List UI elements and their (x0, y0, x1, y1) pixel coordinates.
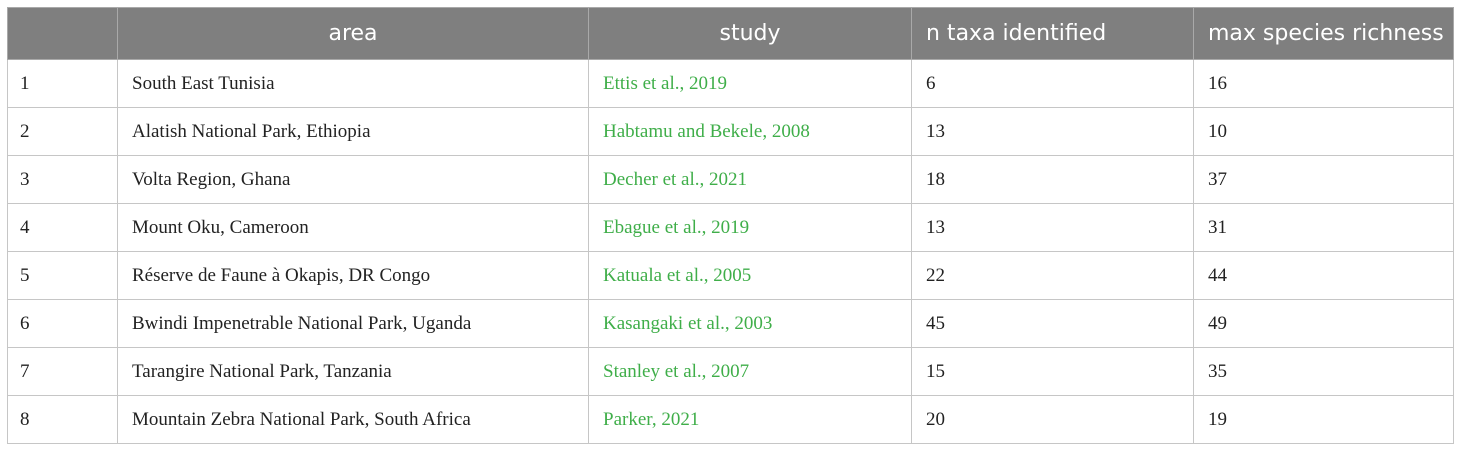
study-link[interactable]: Ettis et al., 2019 (588, 59, 912, 108)
max-richness-cell: 19 (1193, 395, 1454, 444)
max-richness-cell: 31 (1193, 203, 1454, 252)
n-taxa-cell: 18 (911, 155, 1194, 204)
table-row: 3 Volta Region, Ghana Decher et al., 202… (7, 155, 1454, 204)
n-taxa-cell: 13 (911, 203, 1194, 252)
area-cell: Bwindi Impenetrable National Park, Ugand… (117, 299, 589, 348)
area-cell: Mount Oku, Cameroon (117, 203, 589, 252)
table-row: 1 South East Tunisia Ettis et al., 2019 … (7, 59, 1454, 108)
header-study: study (588, 7, 912, 60)
max-richness-cell: 10 (1193, 107, 1454, 156)
max-richness-cell: 16 (1193, 59, 1454, 108)
study-link[interactable]: Habtamu and Bekele, 2008 (588, 107, 912, 156)
row-index: 3 (7, 155, 118, 204)
area-cell: Réserve de Faune à Okapis, DR Congo (117, 251, 589, 300)
header-row: area study n taxa identified max species… (7, 7, 1454, 60)
table-row: 5 Réserve de Faune à Okapis, DR Congo Ka… (7, 251, 1454, 300)
max-richness-cell: 44 (1193, 251, 1454, 300)
table-row: 6 Bwindi Impenetrable National Park, Uga… (7, 299, 1454, 348)
max-richness-cell: 35 (1193, 347, 1454, 396)
table-row: 2 Alatish National Park, Ethiopia Habtam… (7, 107, 1454, 156)
study-link[interactable]: Decher et al., 2021 (588, 155, 912, 204)
max-richness-cell: 37 (1193, 155, 1454, 204)
study-link[interactable]: Katuala et al., 2005 (588, 251, 912, 300)
n-taxa-cell: 13 (911, 107, 1194, 156)
data-table: area study n taxa identified max species… (7, 7, 1454, 444)
row-index: 4 (7, 203, 118, 252)
table-row: 8 Mountain Zebra National Park, South Af… (7, 395, 1454, 444)
study-link[interactable]: Parker, 2021 (588, 395, 912, 444)
n-taxa-cell: 15 (911, 347, 1194, 396)
n-taxa-cell: 22 (911, 251, 1194, 300)
n-taxa-cell: 20 (911, 395, 1194, 444)
row-index: 6 (7, 299, 118, 348)
n-taxa-cell: 6 (911, 59, 1194, 108)
row-index: 1 (7, 59, 118, 108)
header-n-taxa: n taxa identified (911, 7, 1194, 60)
row-index: 2 (7, 107, 118, 156)
row-index: 5 (7, 251, 118, 300)
area-cell: Alatish National Park, Ethiopia (117, 107, 589, 156)
area-cell: Volta Region, Ghana (117, 155, 589, 204)
table-row: 7 Tarangire National Park, Tanzania Stan… (7, 347, 1454, 396)
header-index (7, 7, 118, 60)
table-row: 4 Mount Oku, Cameroon Ebague et al., 201… (7, 203, 1454, 252)
header-area: area (117, 7, 589, 60)
study-link[interactable]: Ebague et al., 2019 (588, 203, 912, 252)
max-richness-cell: 49 (1193, 299, 1454, 348)
study-link[interactable]: Stanley et al., 2007 (588, 347, 912, 396)
study-link[interactable]: Kasangaki et al., 2003 (588, 299, 912, 348)
n-taxa-cell: 45 (911, 299, 1194, 348)
row-index: 7 (7, 347, 118, 396)
area-cell: South East Tunisia (117, 59, 589, 108)
header-max-richness: max species richness (1193, 7, 1454, 60)
area-cell: Mountain Zebra National Park, South Afri… (117, 395, 589, 444)
row-index: 8 (7, 395, 118, 444)
area-cell: Tarangire National Park, Tanzania (117, 347, 589, 396)
